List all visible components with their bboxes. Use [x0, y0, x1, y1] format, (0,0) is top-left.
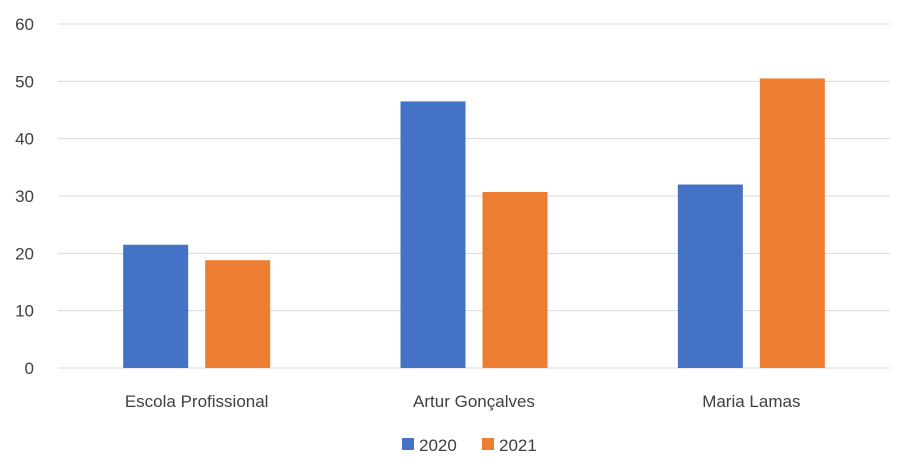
y-tick-label: 10 [15, 302, 34, 321]
y-axis-ticks: 0 10 20 30 40 50 60 [15, 15, 34, 378]
y-tick-label: 50 [15, 72, 34, 91]
bar-2020-3 [677, 184, 743, 368]
legend-swatch-2021 [482, 438, 494, 450]
bar-2021-3 [759, 78, 825, 368]
y-tick-label: 20 [15, 244, 34, 263]
y-tick-label: 60 [15, 15, 34, 34]
legend-swatch-2020 [402, 438, 414, 450]
x-category-label: Escola Profissional [125, 392, 269, 411]
bar-2021-2 [482, 191, 548, 368]
y-tick-label: 40 [15, 130, 34, 149]
y-tick-label: 0 [25, 359, 34, 378]
x-category-label: Maria Lamas [702, 392, 800, 411]
bar-2020-1 [123, 244, 189, 368]
bar-2021-1 [205, 260, 271, 368]
bars [123, 78, 825, 369]
bar-2020-2 [400, 101, 466, 369]
legend-label: 2021 [499, 436, 537, 455]
y-tick-label: 30 [15, 187, 34, 206]
x-category-label: Artur Gonçalves [413, 392, 535, 411]
legend: 2020 2021 [402, 436, 537, 455]
x-axis-categories: Escola Profissional Artur Gonçalves Maria … [125, 392, 801, 411]
legend-label: 2020 [419, 436, 457, 455]
gridlines [58, 23, 890, 369]
